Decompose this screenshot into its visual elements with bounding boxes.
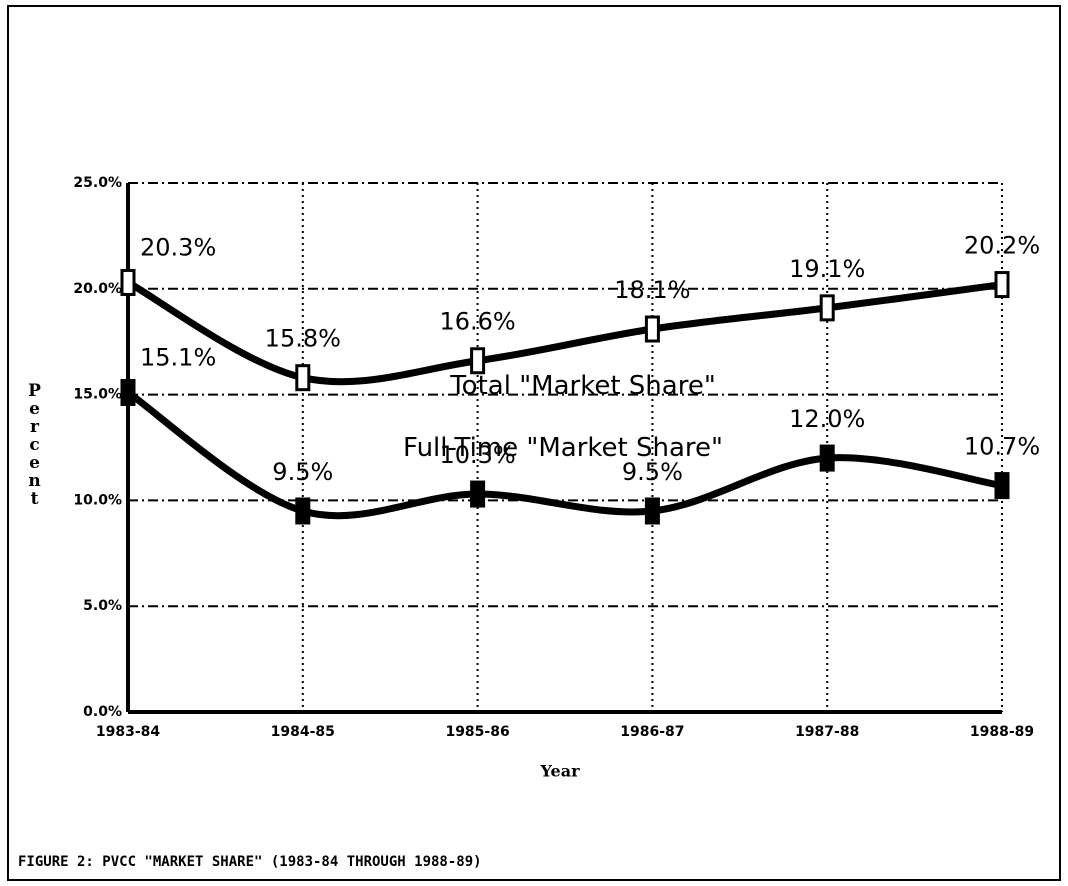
x-tick-label: 1984-85 bbox=[271, 724, 335, 740]
y-tick-label: 10.0% bbox=[73, 492, 122, 508]
point-marker bbox=[295, 497, 311, 525]
x-tick-label: 1983-84 bbox=[96, 724, 161, 740]
data-label: 15.1% bbox=[140, 343, 216, 371]
point-marker bbox=[994, 271, 1010, 299]
x-tick-label: 1987-88 bbox=[795, 724, 859, 740]
data-label: 10.3% bbox=[439, 441, 515, 469]
x-tick-label: 1985-86 bbox=[445, 724, 509, 740]
y-tick-label: 20.0% bbox=[73, 281, 122, 297]
data-label: 19.1% bbox=[789, 255, 865, 283]
y-tick-label: 25.0% bbox=[73, 175, 122, 191]
point-marker bbox=[644, 315, 660, 343]
data-label: 9.5% bbox=[622, 458, 683, 486]
series-line bbox=[126, 389, 1003, 520]
x-tick-label: 1988-89 bbox=[970, 724, 1034, 740]
point-marker bbox=[644, 497, 660, 525]
point-marker bbox=[120, 378, 136, 406]
data-label: 10.7% bbox=[964, 433, 1040, 461]
point-marker bbox=[470, 347, 486, 375]
data-label: 12.0% bbox=[789, 405, 865, 433]
data-label: 20.2% bbox=[964, 232, 1040, 260]
y-tick-label: 15.0% bbox=[73, 387, 122, 403]
point-marker bbox=[994, 472, 1010, 500]
series-annotation: Total "Market Share" bbox=[449, 371, 716, 401]
series-line bbox=[126, 279, 1003, 386]
point-marker bbox=[470, 480, 486, 508]
point-marker bbox=[819, 294, 835, 322]
point-marker bbox=[295, 364, 311, 392]
y-tick-label: 0.0% bbox=[83, 704, 122, 720]
point-marker bbox=[120, 268, 136, 296]
data-label: 15.8% bbox=[265, 325, 341, 353]
y-axis-label: Percent bbox=[25, 381, 45, 507]
data-label: 18.1% bbox=[614, 276, 690, 304]
chart-title: FIGURE 2: PVCC "MARKET SHARE" (1983-84 T… bbox=[18, 854, 482, 870]
y-tick-label: 5.0% bbox=[83, 598, 122, 614]
data-label: 16.6% bbox=[439, 308, 515, 336]
series-annotation: Full-Time "Market Share" bbox=[403, 433, 723, 463]
x-axis-label: Year bbox=[539, 762, 580, 781]
data-label: 20.3% bbox=[140, 233, 216, 261]
x-tick-label: 1986-87 bbox=[620, 724, 684, 740]
frame bbox=[7, 5, 1061, 881]
point-marker bbox=[819, 444, 835, 472]
data-label: 9.5% bbox=[272, 458, 333, 486]
